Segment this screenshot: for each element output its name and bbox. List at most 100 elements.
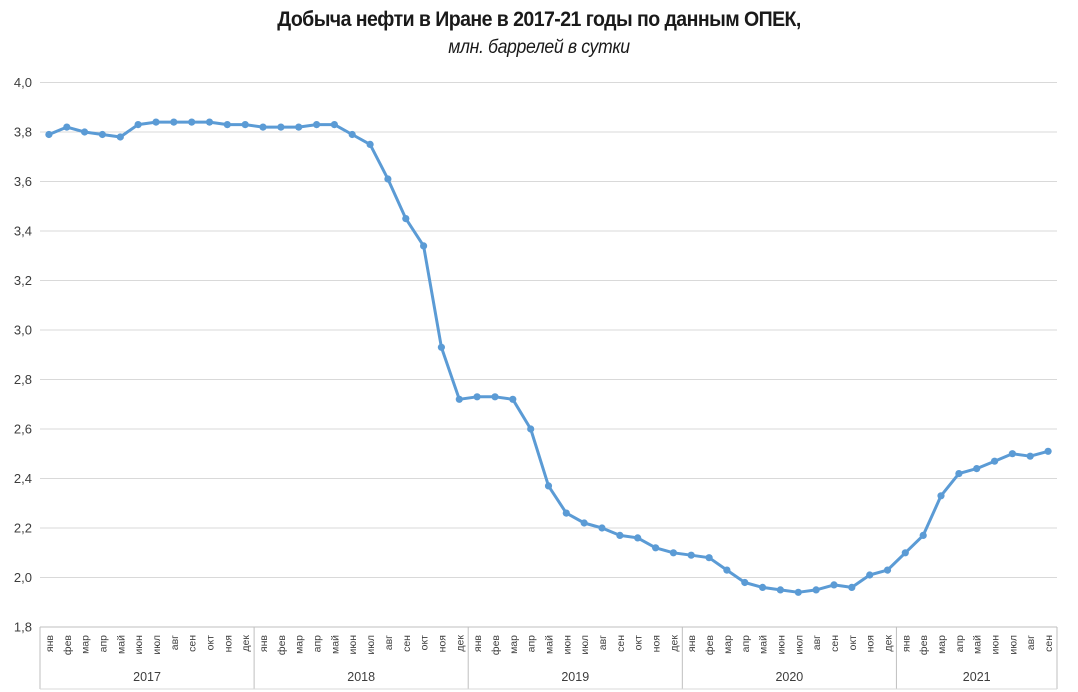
data-point-marker (1008, 450, 1017, 458)
data-point-marker (598, 524, 606, 532)
x-axis-month-label: ноя (651, 635, 663, 652)
y-axis-tick-label: 1,8 (14, 620, 32, 635)
y-axis-tick-label: 2,6 (14, 422, 32, 437)
x-axis-month-label: июл (365, 635, 377, 655)
x-axis-month-label: фев (276, 635, 288, 655)
data-point-marker (295, 123, 303, 131)
x-axis-month-label: ноя (436, 635, 448, 652)
data-point-marker (223, 121, 231, 129)
x-axis-month-label: май (544, 635, 556, 654)
data-point-marker (366, 140, 374, 148)
data-point-marker (705, 554, 713, 562)
x-axis-year-label: 2020 (775, 670, 803, 684)
x-axis-month-label: фев (704, 635, 716, 655)
data-point-marker (455, 395, 463, 403)
y-axis-tick-label: 3,8 (14, 125, 32, 140)
x-axis-month-label: июл (151, 635, 163, 655)
x-axis-month-label: сен (1043, 635, 1055, 652)
data-point-marker (527, 425, 535, 433)
x-axis-month-label: окт (205, 635, 217, 651)
data-point-marker (170, 118, 178, 126)
x-axis-month-label: июл (793, 635, 805, 655)
data-point-marker (794, 588, 802, 596)
x-axis-month-label: ноя (865, 635, 877, 652)
x-axis-month-label: окт (419, 635, 431, 651)
y-axis-tick-label: 3,2 (14, 273, 32, 288)
data-point-marker (991, 457, 999, 465)
x-axis-month-label: мар (508, 635, 520, 654)
y-axis-tick-label: 3,4 (14, 224, 32, 239)
data-point-marker (669, 549, 678, 557)
y-axis-tick-label: 4,0 (14, 75, 32, 90)
production-line (47, 120, 1050, 594)
data-point-marker (687, 551, 695, 559)
x-axis-year-label: 2019 (561, 670, 589, 684)
data-point-marker (45, 130, 53, 139)
data-point-marker (741, 578, 749, 587)
x-axis-month-label: янв (472, 635, 484, 652)
x-axis-month-label: апр (954, 635, 966, 653)
y-axis-tick-label: 2,0 (14, 570, 32, 585)
x-axis-month-label: апр (526, 635, 538, 653)
x-axis-month-label: май (115, 635, 127, 654)
data-point-marker (973, 465, 981, 473)
data-point-marker (652, 544, 660, 552)
x-axis-month-label: янв (900, 635, 912, 652)
data-point-marker (776, 586, 785, 594)
x-axis-month-label: апр (97, 635, 109, 653)
x-axis-month-label: июл (579, 635, 591, 655)
y-axis-tick-label: 2,4 (14, 471, 32, 486)
x-axis-year-label: 2018 (347, 670, 375, 684)
data-point-marker (188, 118, 196, 126)
data-point-marker (634, 534, 642, 542)
chart-title: Добыча нефти в Иране в 2017-21 годы по д… (277, 8, 801, 31)
data-point-marker (759, 583, 767, 592)
data-point-marker (330, 121, 338, 129)
data-point-marker (491, 393, 499, 401)
data-point-marker (830, 581, 838, 589)
data-point-marker (509, 395, 517, 403)
data-point-marker (901, 549, 909, 557)
data-point-marker (348, 130, 356, 139)
data-point-marker (937, 492, 945, 500)
x-axis-month-label: сен (829, 635, 841, 652)
x-axis-month-label: дек (240, 635, 252, 652)
y-axis-tick-label: 2,8 (14, 372, 32, 387)
data-point-marker (723, 566, 731, 574)
data-point-marker (883, 566, 892, 574)
x-axis-month-label: июн (990, 635, 1002, 655)
x-axis-month-label: апр (312, 635, 324, 653)
x-axis-month-label: янв (258, 635, 270, 652)
x-axis-year-label: 2021 (963, 670, 991, 684)
x-axis-month-label: июн (133, 635, 145, 655)
x-axis-month-label: апр (740, 635, 752, 653)
x-axis-month-label: янв (44, 635, 56, 652)
x-axis-month-label: авг (169, 635, 181, 650)
data-point-marker (848, 583, 856, 592)
x-axis-month-label: сен (615, 635, 627, 652)
x-axis-month-label: дек (454, 635, 466, 652)
x-axis-month-label: июн (561, 635, 573, 655)
x-axis-month-label: июн (347, 635, 359, 655)
data-point-marker (812, 586, 820, 594)
x-axis-month-label: окт (633, 635, 645, 651)
data-point-marker (277, 123, 285, 131)
y-axis-tick-label: 3,6 (14, 174, 32, 189)
x-axis-month-label: янв (686, 635, 698, 652)
data-point-marker (420, 242, 428, 250)
x-axis-month-label: авг (1025, 635, 1037, 650)
x-axis-month-label: фев (918, 635, 930, 655)
x-axis-month-label: июл (1007, 635, 1019, 655)
x-axis-month-label: авг (597, 635, 609, 650)
data-point-marker (205, 118, 214, 126)
x-axis-month-label: май (972, 635, 984, 654)
y-axis-tick-label: 2,2 (14, 521, 32, 536)
data-point-marker (241, 121, 249, 129)
data-point-marker (384, 175, 392, 183)
data-point-marker (616, 531, 624, 540)
data-point-marker (152, 118, 160, 126)
x-axis-month-label: окт (847, 635, 859, 651)
x-axis-month-label: май (758, 635, 770, 654)
